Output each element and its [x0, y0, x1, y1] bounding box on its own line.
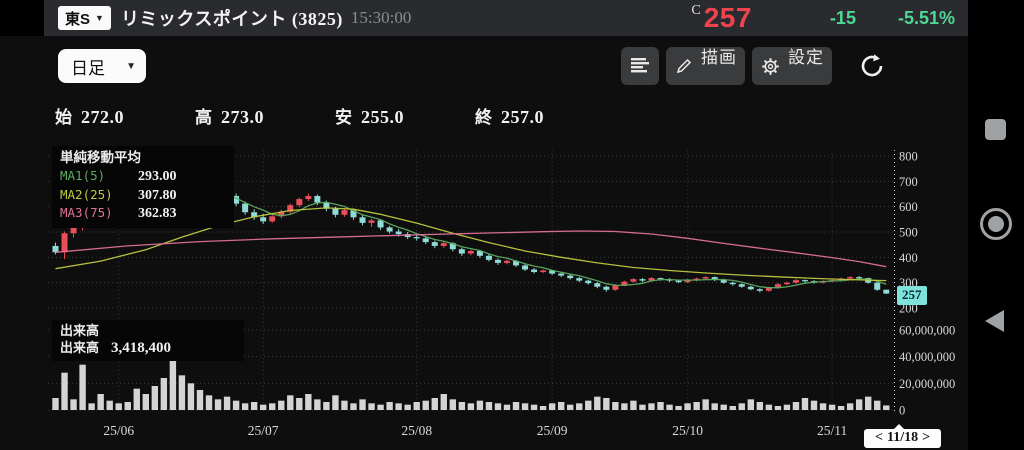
svg-text:400: 400: [899, 251, 918, 265]
low-value: 255.0: [361, 107, 404, 127]
open-value: 272.0: [81, 107, 124, 127]
refresh-icon: [861, 54, 883, 77]
price-change-percent: -5.51%: [897, 7, 955, 28]
back-triangle-icon[interactable]: [985, 310, 1004, 332]
ma3-value: 362.83: [138, 206, 177, 221]
settings-button[interactable]: 設定: [752, 47, 832, 85]
svg-text:200: 200: [899, 302, 918, 316]
refresh-button[interactable]: [857, 51, 887, 81]
svg-text:800: 800: [899, 150, 918, 164]
settings-button-label: 設定: [788, 48, 824, 67]
last-price: 257: [703, 2, 752, 33]
timeframe-label: 日足: [71, 58, 105, 78]
home-circle-icon[interactable]: [980, 208, 1012, 240]
gear-icon: [762, 57, 779, 75]
volume-value: 3,418,400: [111, 340, 172, 356]
svg-text:25/09: 25/09: [537, 423, 568, 438]
svg-text:40,000,000: 40,000,000: [899, 350, 955, 364]
page-prev-arrow[interactable]: <: [875, 430, 883, 445]
android-nav-bar: [968, 0, 1024, 450]
ma1-value: 293.00: [138, 169, 177, 184]
page-label: 11/18: [886, 430, 919, 445]
draw-button[interactable]: 描画: [666, 47, 745, 85]
high-label: 高: [195, 108, 212, 127]
open-label: 始: [55, 108, 72, 127]
ohlc-row: 始 272.0 高 273.0 安 255.0 終 257.0: [55, 103, 615, 128]
volume-profile-button[interactable]: [621, 47, 659, 85]
toolbar-buttons: 描画 設定: [621, 47, 968, 85]
recents-square-icon[interactable]: [985, 119, 1006, 140]
high-value: 273.0: [221, 107, 264, 127]
quote-time: 15:30:00: [350, 8, 412, 27]
ma3-name: MA3(75): [60, 205, 113, 220]
ma1-name: MA1(5): [60, 168, 106, 183]
volume-legend: 出来高 出来高 3,418,400: [52, 320, 244, 361]
svg-text:600: 600: [899, 200, 918, 214]
svg-text:700: 700: [899, 175, 918, 189]
current-price-badge: 257: [897, 286, 927, 305]
chevron-down-icon: ▼: [95, 13, 104, 23]
svg-text:0: 0: [899, 404, 905, 418]
timeframe-dropdown[interactable]: 日足 ▼: [58, 49, 146, 83]
pencil-icon: [676, 58, 692, 74]
ma-legend: 単純移動平均 MA1(5) 293.00 MA2(25) 307.80 MA3(75…: [52, 146, 234, 228]
close-value: 257.0: [501, 107, 544, 127]
svg-text:500: 500: [899, 226, 918, 240]
svg-text:60,000,000: 60,000,000: [899, 324, 955, 338]
svg-text:25/07: 25/07: [248, 423, 279, 438]
volume-label: 出来高: [60, 340, 100, 355]
price-change: -15: [829, 7, 856, 28]
ma-legend-title: 単純移動平均: [60, 150, 141, 165]
market-label: 東S: [65, 10, 91, 28]
ma2-value: 307.80: [138, 187, 177, 203]
toolbar: 日足 ▼ 描画: [0, 40, 968, 92]
volume-pane-title: 出来高: [60, 323, 100, 338]
ma2-name: MA2(25): [60, 186, 113, 202]
svg-text:25/11: 25/11: [817, 423, 847, 438]
close-flag: C: [691, 3, 701, 18]
svg-text:25/08: 25/08: [401, 423, 432, 438]
chevron-down-icon: ▼: [126, 60, 136, 72]
svg-text:20,000,000: 20,000,000: [899, 377, 955, 391]
stock-title: リミックスポイント (3825): [120, 9, 343, 29]
header-bar: 東S ▼ リミックスポイント (3825) 15:30:00 C 257 -15…: [44, 0, 969, 36]
volume-profile-icon: [631, 58, 649, 73]
page-indicator[interactable]: <11/18 >: [864, 424, 942, 448]
svg-text:25/10: 25/10: [672, 423, 703, 438]
page-next-arrow[interactable]: >: [922, 430, 931, 445]
low-label: 安: [335, 108, 352, 127]
price-summary: C 257 -15 -5.51%: [691, 2, 969, 34]
draw-button-label: 描画: [701, 48, 737, 67]
close-label: 終: [475, 108, 492, 127]
market-selector[interactable]: 東S ▼: [58, 6, 111, 30]
svg-text:25/06: 25/06: [103, 423, 134, 438]
